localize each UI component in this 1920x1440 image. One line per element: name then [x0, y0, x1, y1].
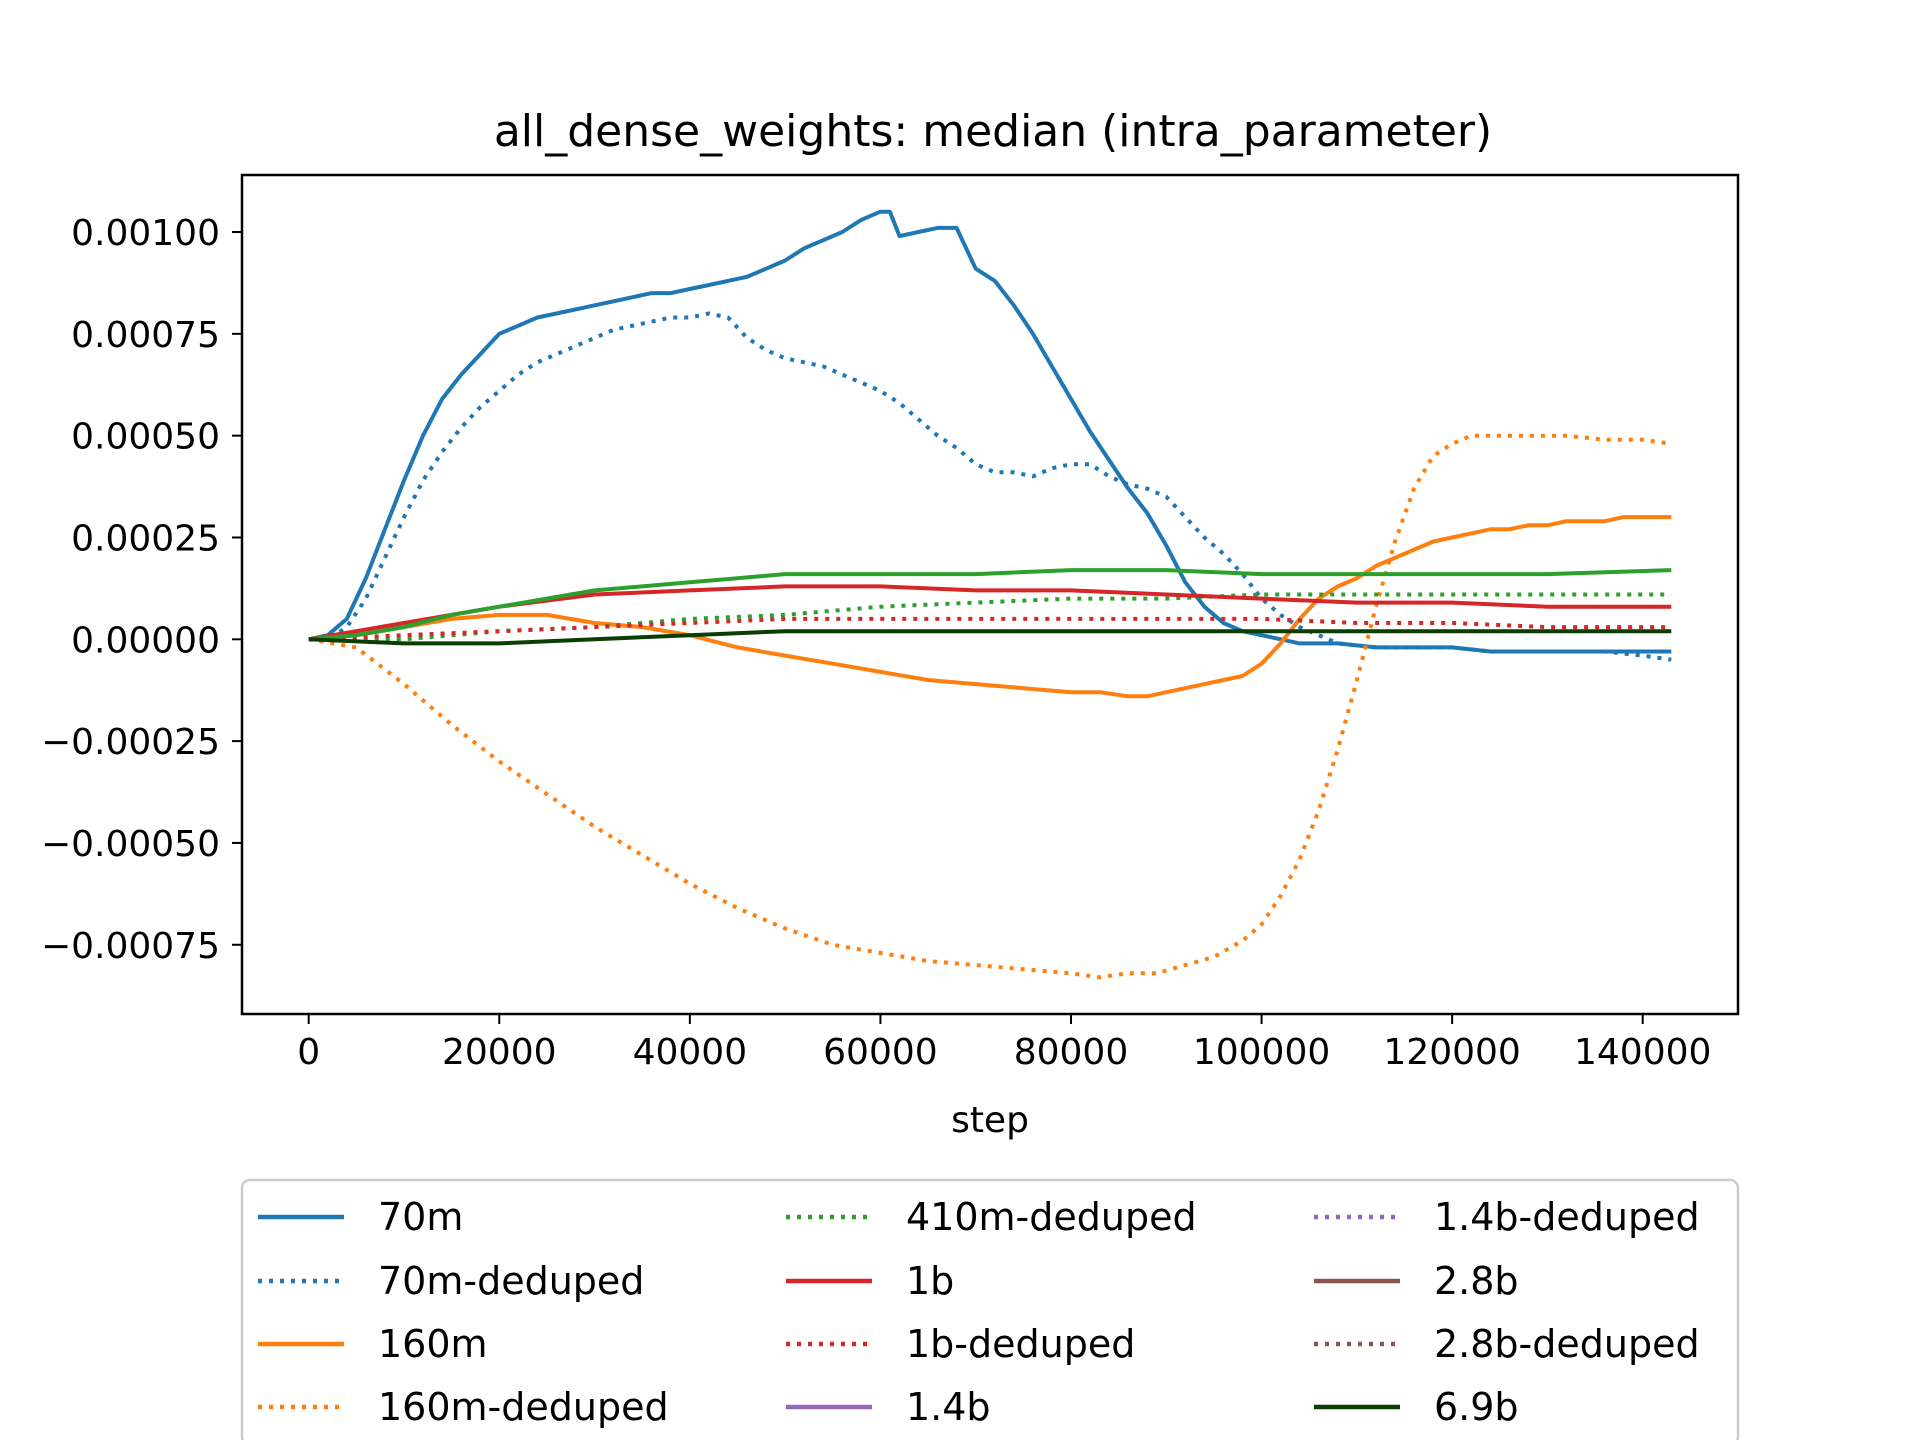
x-tick-label: 60000 — [823, 1032, 938, 1073]
legend: 70m 70m-deduped 160m 160m-deduped 410m-dedup… — [240, 1178, 1740, 1440]
x-axis-label: step — [951, 1100, 1029, 1141]
y-axis-ticks: 0.00100 0.00075 0.00050 0.00025 0.00000 −0.00… — [41, 213, 242, 967]
y-tick-label: 0.00050 — [71, 417, 220, 458]
x-tick-label: 40000 — [633, 1032, 748, 1073]
x-tick-label: 0 — [297, 1032, 320, 1073]
series-line-1b-deduped — [308, 616, 1672, 642]
series-line-70m-deduped — [308, 311, 1672, 662]
x-tick-label: 100000 — [1193, 1032, 1330, 1073]
legend-label: 1.4b-deduped — [1434, 1195, 1700, 1239]
legend-label: 160m-deduped — [378, 1385, 669, 1429]
y-tick-label: 0.00075 — [71, 315, 220, 356]
series-line-6-9b — [308, 629, 1672, 646]
plot-lines — [308, 209, 1672, 980]
legend-label: 160m — [378, 1322, 488, 1366]
legend-label: 70m-deduped — [378, 1259, 644, 1303]
legend-label: 1b — [906, 1259, 954, 1303]
x-axis-ticks: 0 20000 40000 60000 80000 100000 120000 140000 — [297, 1014, 1711, 1073]
series-line-410m — [308, 568, 1672, 642]
series-line-160m-deduped — [308, 433, 1672, 980]
legend-label: 1b-deduped — [906, 1322, 1135, 1366]
y-tick-label: −0.00075 — [41, 926, 220, 967]
legend-label: 2.8b-deduped — [1434, 1322, 1700, 1366]
legend-label: 70m — [378, 1195, 463, 1239]
legend-label: 410m-deduped — [906, 1195, 1197, 1239]
legend-frame — [240, 1178, 1740, 1440]
legend-label: 6.9b — [1434, 1385, 1519, 1429]
series-line-70m — [308, 209, 1672, 654]
legend-label: 1.4b — [906, 1385, 991, 1429]
x-tick-label: 140000 — [1574, 1032, 1711, 1073]
legend-items: 70m 70m-deduped 160m 160m-deduped 410m-dedup… — [258, 1195, 1700, 1429]
legend-label: 2.8b — [1434, 1259, 1519, 1303]
y-tick-label: 0.00025 — [71, 518, 220, 559]
series-line-160m — [308, 515, 1672, 699]
x-tick-label: 80000 — [1014, 1032, 1129, 1073]
y-tick-label: −0.00050 — [41, 824, 220, 865]
y-tick-label: −0.00025 — [41, 722, 220, 763]
chart-title: all_dense_weights: median (intra_paramet… — [494, 106, 1492, 157]
y-tick-label: 0.00000 — [71, 620, 220, 661]
y-tick-label: 0.00100 — [71, 213, 220, 254]
plot-frame — [240, 173, 1740, 1016]
x-tick-label: 20000 — [442, 1032, 557, 1073]
x-tick-label: 120000 — [1383, 1032, 1520, 1073]
